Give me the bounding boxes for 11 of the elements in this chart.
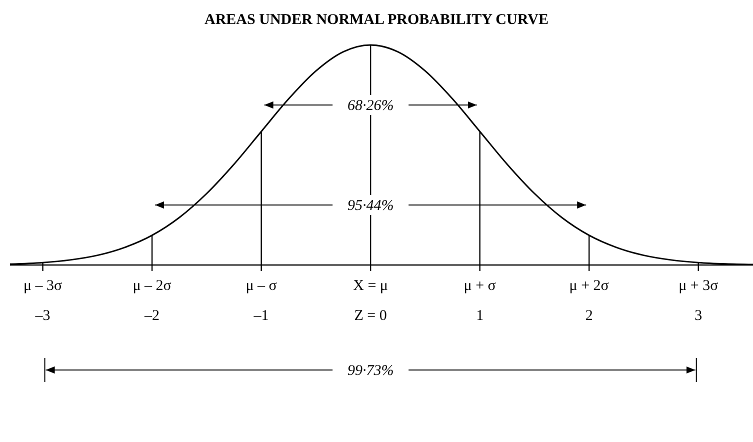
chart-title: AREAS UNDER NORMAL PROBABILITY CURVE: [204, 12, 548, 28]
x-tick-label: μ – 2σ –2: [132, 278, 172, 324]
x-tick-label: μ + 2σ 2: [569, 278, 609, 324]
x-tick-label: μ – σ –1: [246, 278, 277, 324]
annotation: 95·44%: [347, 198, 394, 214]
x-tick-label: μ + 3σ 3: [678, 278, 718, 324]
x-tick-label: μ – 3σ –3: [23, 278, 62, 324]
x-tick-label: X = μ Z = 0: [353, 278, 388, 324]
annotation: 68·26%: [347, 98, 394, 114]
text: 99·73%: [347, 363, 394, 379]
x-tick-label: μ + σ 1: [464, 278, 496, 324]
